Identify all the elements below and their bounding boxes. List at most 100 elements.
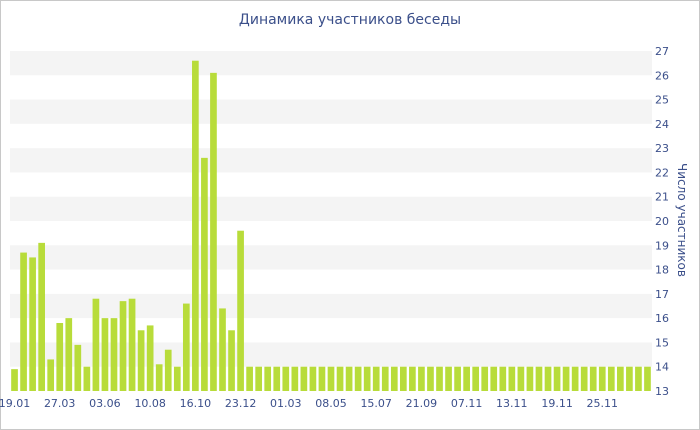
bar: [562, 366, 570, 391]
grid-band: [10, 245, 652, 270]
bar: [535, 366, 543, 391]
y-tick-label: 15: [655, 336, 669, 349]
bar: [390, 366, 398, 391]
bar: [598, 366, 606, 391]
grid-band: [10, 148, 652, 173]
bar: [318, 366, 326, 391]
x-tick-label: 03.06: [89, 397, 121, 410]
bar: [508, 366, 516, 391]
bar: [219, 308, 226, 391]
bar: [345, 366, 353, 391]
bar: [164, 349, 172, 391]
bar: [399, 366, 407, 391]
x-tick-label: 08.05: [315, 397, 347, 410]
bar: [409, 366, 416, 391]
bar: [246, 366, 253, 391]
bar: [11, 369, 18, 391]
bar: [626, 366, 633, 391]
bar: [101, 318, 109, 391]
bar: [83, 366, 91, 391]
bar: [20, 252, 27, 391]
bar: [589, 366, 597, 391]
grid-band: [10, 51, 652, 76]
bar: [644, 366, 651, 391]
x-tick-label: 27.03: [44, 397, 76, 410]
bar: [146, 325, 154, 391]
y-tick-label: 14: [655, 361, 669, 374]
bar: [300, 366, 308, 391]
x-tick-label: 19.11: [541, 397, 573, 410]
bar: [553, 366, 561, 391]
x-tick-label: 21.09: [406, 397, 438, 410]
x-tick-label: 10.08: [134, 397, 166, 410]
bar: [418, 366, 425, 391]
bar: [327, 366, 335, 391]
y-tick-label: 16: [655, 312, 669, 325]
bar: [499, 366, 507, 391]
y-tick-label: 19: [655, 239, 669, 252]
y-tick-label: 24: [655, 118, 669, 131]
bar: [454, 366, 461, 391]
bar: [182, 303, 190, 391]
y-tick-label: 17: [655, 288, 669, 301]
bar: [427, 366, 434, 391]
grid-band: [10, 196, 652, 221]
bar: [128, 298, 136, 391]
bar: [544, 366, 552, 391]
bar: [617, 366, 624, 391]
x-tick-label: 23.12: [225, 397, 257, 410]
bar: [92, 298, 100, 391]
x-tick-label: 07.11: [451, 397, 483, 410]
bar: [526, 366, 534, 391]
bar: [255, 366, 263, 391]
bar: [481, 366, 489, 391]
y-tick-label: 13: [655, 385, 669, 398]
bar: [192, 60, 199, 392]
bar: [517, 366, 525, 391]
x-tick-label: 19.01: [0, 397, 30, 410]
bar: [29, 257, 36, 391]
bar: [173, 366, 181, 391]
bar: [56, 323, 64, 391]
bar: [372, 366, 380, 391]
bar: [65, 318, 73, 391]
grid-band: [10, 293, 652, 319]
y-tick-label: 18: [655, 264, 669, 277]
bar: [336, 366, 344, 391]
x-tick-label: 25.11: [587, 397, 619, 410]
bar: [282, 366, 290, 391]
grid-bands: [10, 51, 652, 367]
bar: [237, 230, 244, 391]
y-tick-label: 20: [655, 215, 669, 228]
y-tick-label: 21: [655, 191, 669, 204]
y-axis-title: Число участников: [675, 163, 689, 277]
bar: [201, 157, 208, 391]
x-tick-label: 15.07: [360, 397, 392, 410]
bar: [38, 242, 45, 391]
bar: [463, 366, 470, 391]
y-tick-label: 23: [655, 142, 669, 155]
bar: [47, 359, 55, 391]
bar: [119, 301, 127, 391]
bar: [607, 366, 615, 391]
bar: [137, 330, 145, 391]
bar: [445, 366, 452, 391]
bar: [273, 366, 281, 391]
bar: [155, 364, 163, 391]
bar: [381, 366, 389, 391]
y-tick-label: 25: [655, 94, 669, 107]
bar: [291, 366, 299, 391]
y-tick-label: 22: [655, 166, 669, 179]
x-tick-label: 13.11: [496, 397, 528, 410]
bar: [571, 366, 579, 391]
bar: [309, 366, 317, 391]
chart-title: Динамика участников беседы: [238, 12, 462, 28]
bar: [354, 366, 362, 391]
bar: [436, 366, 443, 391]
grid-band: [10, 99, 652, 124]
bar: [228, 330, 235, 391]
bar: [264, 366, 272, 391]
x-tick-label: 16.10: [180, 397, 212, 410]
bar: [635, 366, 642, 391]
